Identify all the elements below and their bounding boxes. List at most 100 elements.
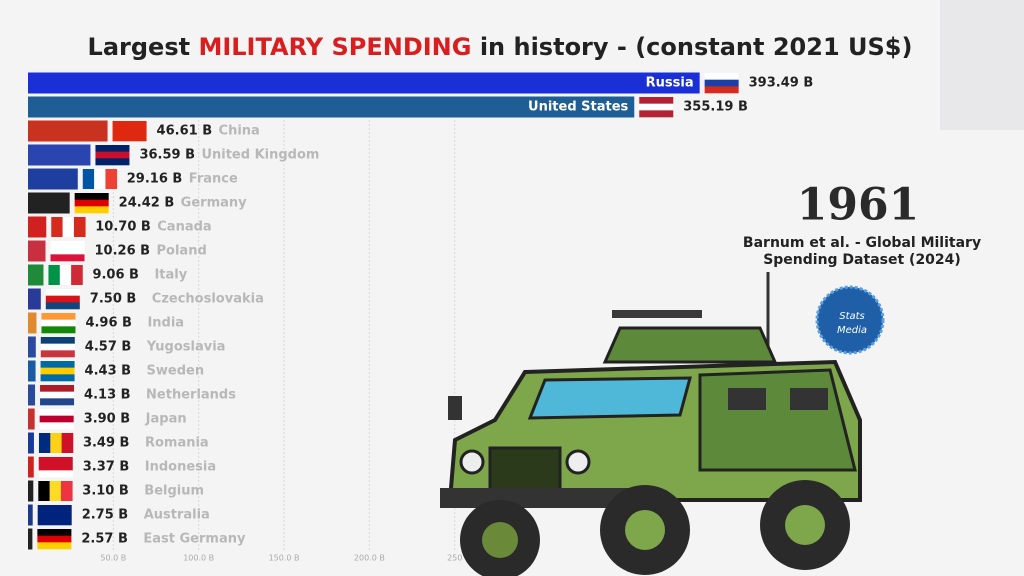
flag-stripe xyxy=(40,337,75,344)
flag-stripe xyxy=(704,79,739,87)
windshield xyxy=(527,376,692,420)
flag xyxy=(40,385,75,406)
flag-stripe xyxy=(40,391,75,399)
flag-stripe xyxy=(48,265,61,285)
hub xyxy=(482,522,518,558)
title-part: Largest xyxy=(88,33,199,61)
flag-stripe xyxy=(38,481,50,501)
value-label: 355.19 B xyxy=(683,100,748,115)
bar xyxy=(28,264,44,286)
flag xyxy=(40,337,75,358)
source-line: Spending Dataset (2024) xyxy=(763,252,961,268)
mirror xyxy=(448,396,462,420)
flag-stripe xyxy=(38,433,51,453)
vent xyxy=(728,388,766,410)
value-label: 4.13 B xyxy=(84,388,131,403)
value-label: 29.16 B xyxy=(127,172,183,187)
flag xyxy=(50,241,85,262)
flag xyxy=(38,481,73,501)
bar xyxy=(28,144,91,166)
flag-stripe xyxy=(49,481,62,501)
flag xyxy=(37,529,72,550)
flag-stripe xyxy=(50,247,85,255)
category-label: Canada xyxy=(157,220,211,235)
flag-stripe xyxy=(112,127,147,135)
category-label: Japan xyxy=(145,412,187,427)
flag xyxy=(38,457,73,478)
flag xyxy=(37,505,72,526)
value-label: 10.70 B xyxy=(95,220,151,235)
category-label: Netherlands xyxy=(146,388,236,403)
turret xyxy=(602,326,778,364)
bar xyxy=(28,480,34,502)
flag-stripe xyxy=(59,265,72,285)
flag-stripe xyxy=(39,409,74,416)
title-part: in history - (constant 2021 US$) xyxy=(471,33,912,61)
flag-stripe xyxy=(45,295,80,303)
flag-stripe xyxy=(38,470,73,478)
flag-stripe xyxy=(95,145,130,152)
flag xyxy=(38,433,74,453)
headlight xyxy=(459,449,485,475)
flag xyxy=(51,217,86,237)
flag-stripe xyxy=(74,193,109,200)
flag-stripe xyxy=(50,433,62,453)
flag-stripe xyxy=(74,206,109,214)
hub xyxy=(625,510,665,550)
flag-stripe xyxy=(71,265,83,285)
value-label: 24.42 B xyxy=(119,196,175,211)
category-label: United Kingdom xyxy=(201,148,319,163)
flag-stripe xyxy=(37,511,72,519)
x-tick-label: 250 xyxy=(447,554,462,563)
flag-stripe xyxy=(41,326,76,334)
flag-stripe xyxy=(704,86,739,94)
value-label: 3.49 B xyxy=(83,436,130,451)
flag-stripe xyxy=(39,415,74,423)
flag xyxy=(74,193,109,214)
gun xyxy=(612,310,702,318)
bar xyxy=(28,360,36,382)
category-label: United States xyxy=(528,100,629,115)
value-label: 393.49 B xyxy=(749,76,814,91)
truck-illustration xyxy=(440,272,862,576)
category-label: Germany xyxy=(181,196,247,211)
flag-stripe xyxy=(41,319,76,327)
flag-stripe xyxy=(40,367,75,375)
value-label: 9.06 B xyxy=(92,268,139,283)
category-label: Russia xyxy=(646,76,694,91)
bar xyxy=(28,168,78,190)
category-label: Czechoslovakia xyxy=(152,292,264,307)
flag-stripe xyxy=(95,151,130,159)
flag-stripe xyxy=(37,535,72,543)
flag-stripe xyxy=(51,217,63,237)
value-label: 4.96 B xyxy=(85,316,132,331)
bar xyxy=(28,408,35,430)
vent xyxy=(790,388,828,410)
value-label: 2.75 B xyxy=(82,508,129,523)
flag-stripe xyxy=(37,505,72,512)
bar xyxy=(28,312,37,334)
flag-stripe xyxy=(37,542,72,550)
flag xyxy=(82,169,118,189)
bar xyxy=(28,336,36,358)
flag-stripe xyxy=(39,422,74,430)
logo: Stats Media xyxy=(815,285,885,355)
category-label: Sweden xyxy=(147,364,205,379)
bar xyxy=(28,120,108,142)
category-label: Belgium xyxy=(144,484,204,499)
bar xyxy=(28,96,635,118)
flag xyxy=(45,289,80,310)
value-label: 10.26 B xyxy=(95,244,151,259)
flag-stripe xyxy=(38,463,73,471)
flag-stripe xyxy=(45,289,80,296)
flag xyxy=(41,313,76,334)
logo-badge xyxy=(815,285,885,355)
value-label: 4.57 B xyxy=(85,340,132,355)
flag-stripe xyxy=(41,313,76,320)
flag-stripe xyxy=(40,350,75,358)
value-label: 3.10 B xyxy=(82,484,129,499)
category-label: Yugoslavia xyxy=(146,340,226,355)
category-label: China xyxy=(219,124,260,139)
flag-stripe xyxy=(73,217,86,237)
